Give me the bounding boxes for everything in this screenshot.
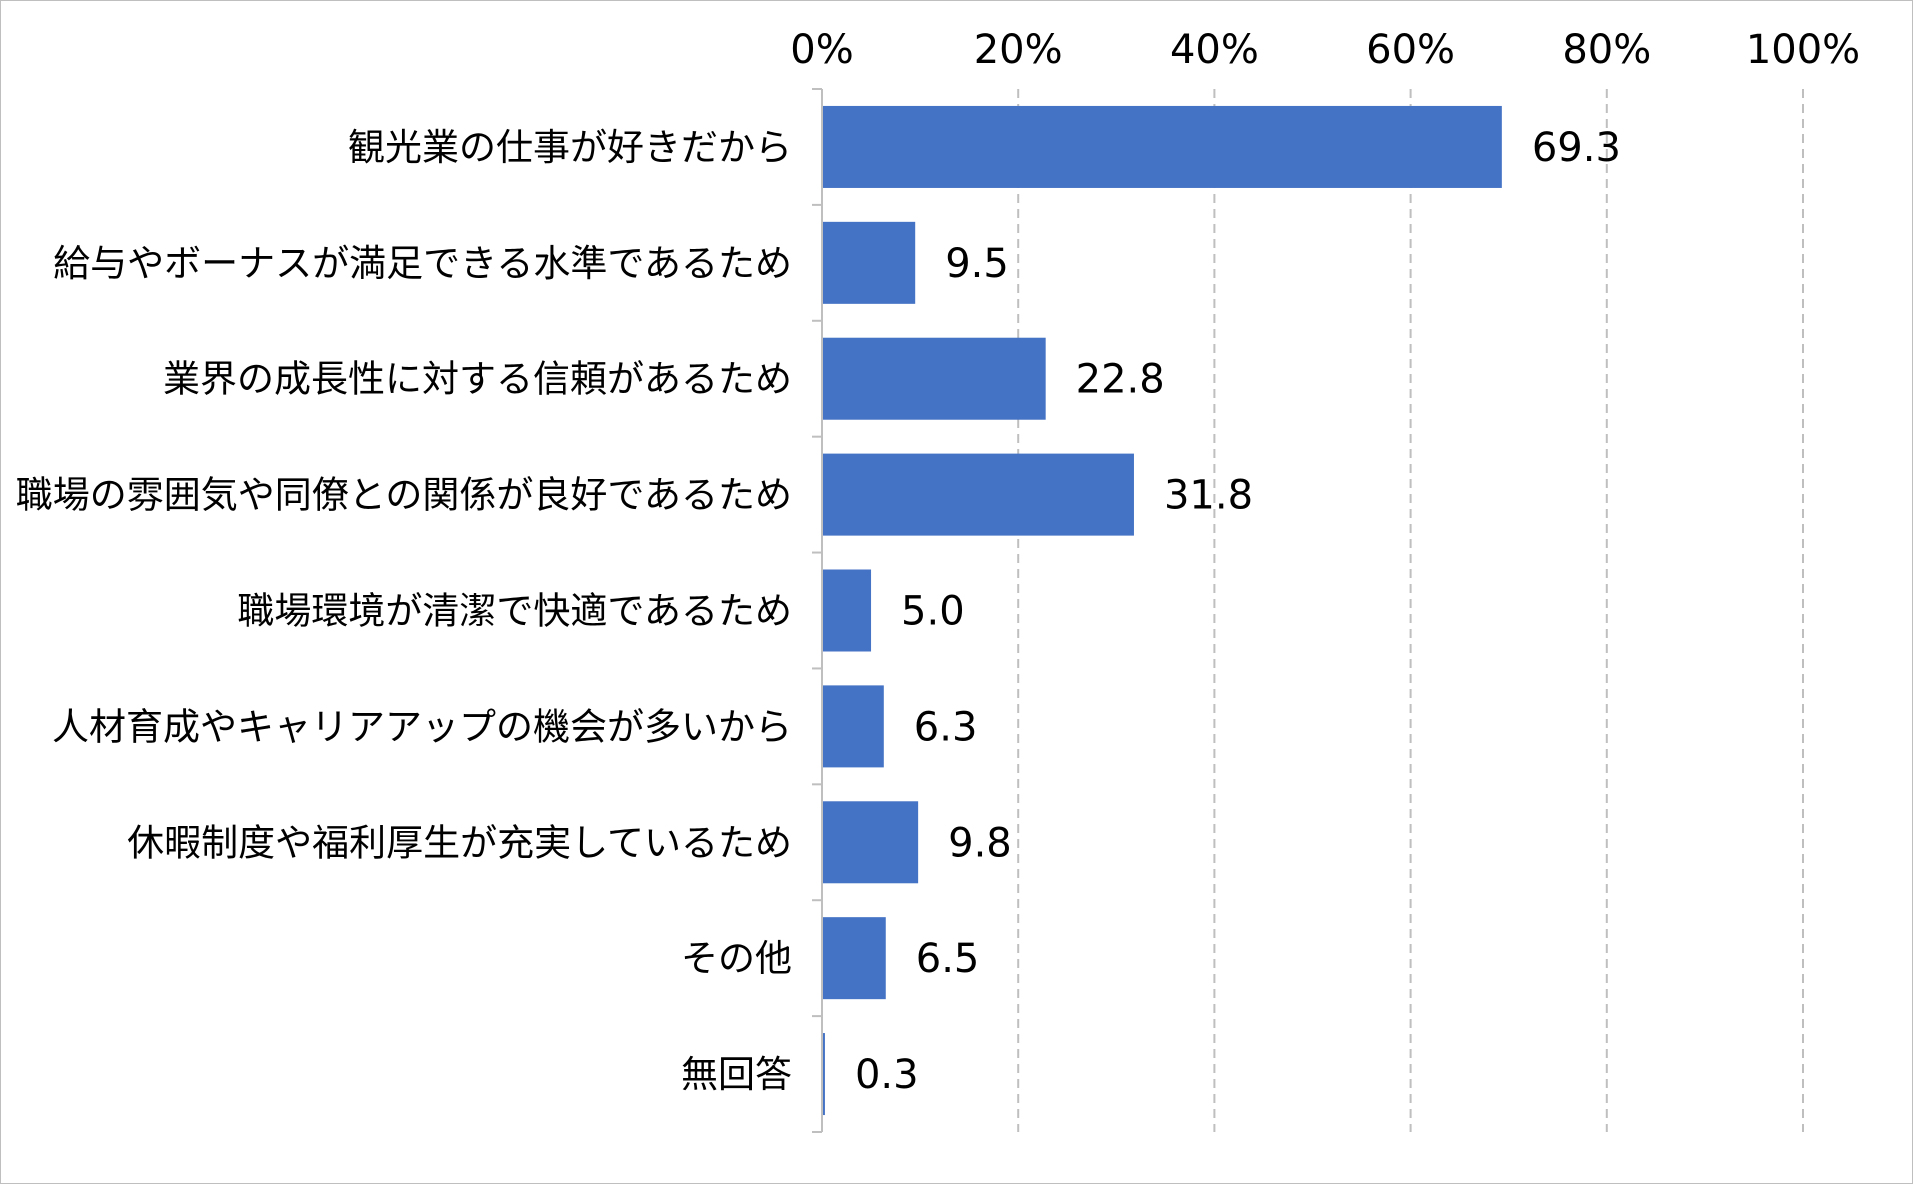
data-label: 31.8: [1164, 473, 1253, 519]
bar: [822, 453, 1134, 536]
x-tick-label: 20%: [974, 27, 1063, 73]
bar: [822, 1033, 825, 1116]
category-label: その他: [681, 937, 792, 980]
bar: [822, 569, 872, 652]
category-labels: 観光業の仕事が好きだから給与やボーナスが満足できる水準であるため業界の成長性に対…: [16, 126, 792, 1096]
data-label: 22.8: [1076, 357, 1165, 403]
category-label: 業界の成長性に対する信頼があるため: [163, 358, 792, 401]
data-label: 6.3: [914, 704, 978, 750]
bar: [822, 105, 1502, 188]
bars: [822, 105, 1502, 1116]
data-label: 5.0: [901, 589, 965, 635]
category-label: 観光業の仕事が好きだから: [348, 126, 792, 169]
bar: [822, 685, 884, 768]
x-tick-label: 60%: [1366, 27, 1455, 73]
data-labels: 69.3 9.5 22.8 31.8 5.0 6.3 9.8 6.5 0.3: [855, 125, 1621, 1098]
category-label: 給与やボーナスが満足できる水準であるため: [53, 242, 792, 285]
category-label: 職場環境が清潔で快適であるため: [237, 590, 792, 633]
category-axis: [812, 88, 823, 1133]
x-tick-labels: 0% 20% 40% 60% 80% 100%: [790, 27, 1860, 73]
bar: [822, 801, 919, 884]
category-label: 無回答: [681, 1053, 792, 1096]
category-label: 人材育成やキャリアアップの機会が多いから: [52, 705, 792, 748]
data-label: 6.5: [916, 936, 980, 982]
data-label: 9.5: [945, 241, 1009, 287]
category-label: 職場の雰囲気や同僚との関係が良好であるため: [16, 474, 792, 517]
x-tick-label: 80%: [1562, 27, 1651, 73]
bar: [822, 917, 886, 1000]
data-label: 69.3: [1532, 125, 1621, 171]
category-label: 休暇制度や福利厚生が充実しているため: [127, 821, 792, 864]
x-tick-label: 0%: [790, 27, 853, 73]
x-tick-label: 40%: [1170, 27, 1259, 73]
data-label: 9.8: [948, 820, 1012, 866]
x-tick-label: 100%: [1746, 27, 1860, 73]
data-label: 0.3: [855, 1052, 919, 1098]
bar: [822, 221, 916, 304]
bar: [822, 337, 1046, 420]
gridlines: [1017, 89, 1804, 1132]
